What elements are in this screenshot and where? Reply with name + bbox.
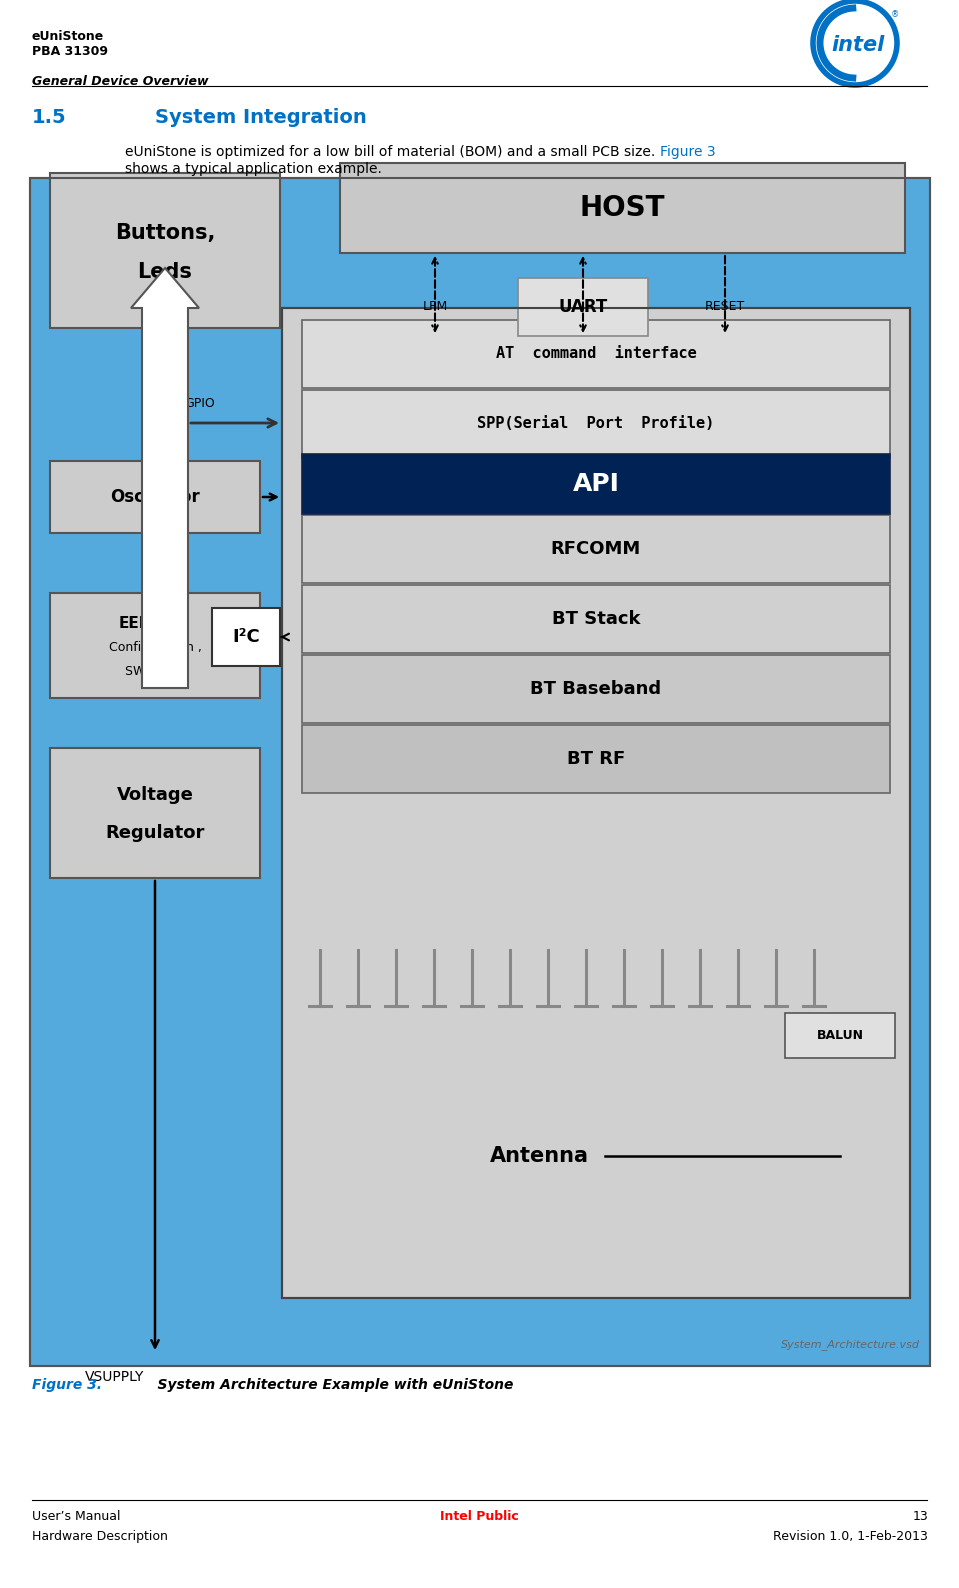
FancyBboxPatch shape: [302, 584, 890, 653]
FancyBboxPatch shape: [302, 321, 890, 387]
Text: General Device Overview: General Device Overview: [32, 75, 208, 87]
FancyBboxPatch shape: [212, 608, 280, 665]
FancyBboxPatch shape: [50, 592, 260, 699]
Text: Voltage: Voltage: [117, 786, 194, 804]
FancyBboxPatch shape: [518, 278, 648, 337]
Text: PBA 31309: PBA 31309: [32, 44, 108, 59]
Text: Leds: Leds: [137, 262, 193, 283]
FancyBboxPatch shape: [302, 654, 890, 723]
Text: ®: ®: [891, 11, 900, 19]
FancyBboxPatch shape: [302, 391, 890, 457]
Text: BT Stack: BT Stack: [551, 610, 641, 627]
Text: RFCOMM: RFCOMM: [550, 540, 642, 557]
FancyBboxPatch shape: [50, 173, 280, 329]
Text: Regulator: Regulator: [105, 824, 204, 842]
FancyBboxPatch shape: [302, 515, 890, 583]
Text: Configuration ,: Configuration ,: [108, 642, 201, 654]
FancyBboxPatch shape: [302, 726, 890, 792]
Text: System Architecture Example with eUniStone: System Architecture Example with eUniSto…: [138, 1378, 513, 1393]
Text: VSUPPLY: VSUPPLY: [85, 1370, 145, 1385]
Text: Revision 1.0, 1-Feb-2013: Revision 1.0, 1-Feb-2013: [773, 1529, 928, 1544]
Text: Figure 3.: Figure 3.: [32, 1378, 102, 1393]
Text: UART: UART: [558, 299, 608, 316]
FancyArrow shape: [131, 268, 199, 688]
FancyBboxPatch shape: [282, 308, 910, 1297]
Text: Figure 3: Figure 3: [660, 145, 715, 159]
Text: AT  command  interface: AT command interface: [496, 346, 696, 362]
Text: HOST: HOST: [580, 194, 666, 222]
Text: shows a typical application example.: shows a typical application example.: [125, 162, 382, 176]
Text: RESET: RESET: [705, 300, 745, 313]
Text: System Integration: System Integration: [155, 108, 366, 127]
Text: eUniStone is optimized for a low bill of material (BOM) and a small PCB size.: eUniStone is optimized for a low bill of…: [125, 145, 660, 159]
Text: User’s Manual: User’s Manual: [32, 1510, 121, 1523]
FancyBboxPatch shape: [785, 1013, 895, 1058]
Text: LPM: LPM: [422, 300, 448, 313]
Text: SPP(Serial  Port  Profile): SPP(Serial Port Profile): [478, 416, 714, 432]
Text: Buttons,: Buttons,: [115, 222, 215, 243]
Text: EEPROM: EEPROM: [119, 616, 191, 630]
Text: Oscillator: Oscillator: [110, 488, 199, 507]
Text: 1.5: 1.5: [32, 108, 66, 127]
Text: SW patch: SW patch: [125, 665, 185, 678]
Text: GPIO: GPIO: [185, 397, 216, 410]
FancyBboxPatch shape: [302, 454, 890, 515]
Text: API: API: [573, 472, 620, 495]
FancyBboxPatch shape: [30, 178, 930, 1366]
Text: BALUN: BALUN: [816, 1029, 863, 1042]
FancyBboxPatch shape: [50, 748, 260, 878]
Text: Hardware Description: Hardware Description: [32, 1529, 168, 1544]
FancyBboxPatch shape: [340, 164, 905, 252]
Text: BT RF: BT RF: [567, 750, 625, 769]
Text: System_Architecture.vsd: System_Architecture.vsd: [781, 1339, 920, 1350]
Text: BT Baseband: BT Baseband: [530, 680, 662, 699]
Text: Antenna: Antenna: [490, 1147, 589, 1166]
Text: 13: 13: [912, 1510, 928, 1523]
Text: I²C: I²C: [232, 627, 260, 646]
FancyBboxPatch shape: [50, 461, 260, 534]
Text: Intel Public: Intel Public: [440, 1510, 519, 1523]
Text: eUniStone: eUniStone: [32, 30, 105, 43]
Text: intel: intel: [831, 35, 884, 56]
